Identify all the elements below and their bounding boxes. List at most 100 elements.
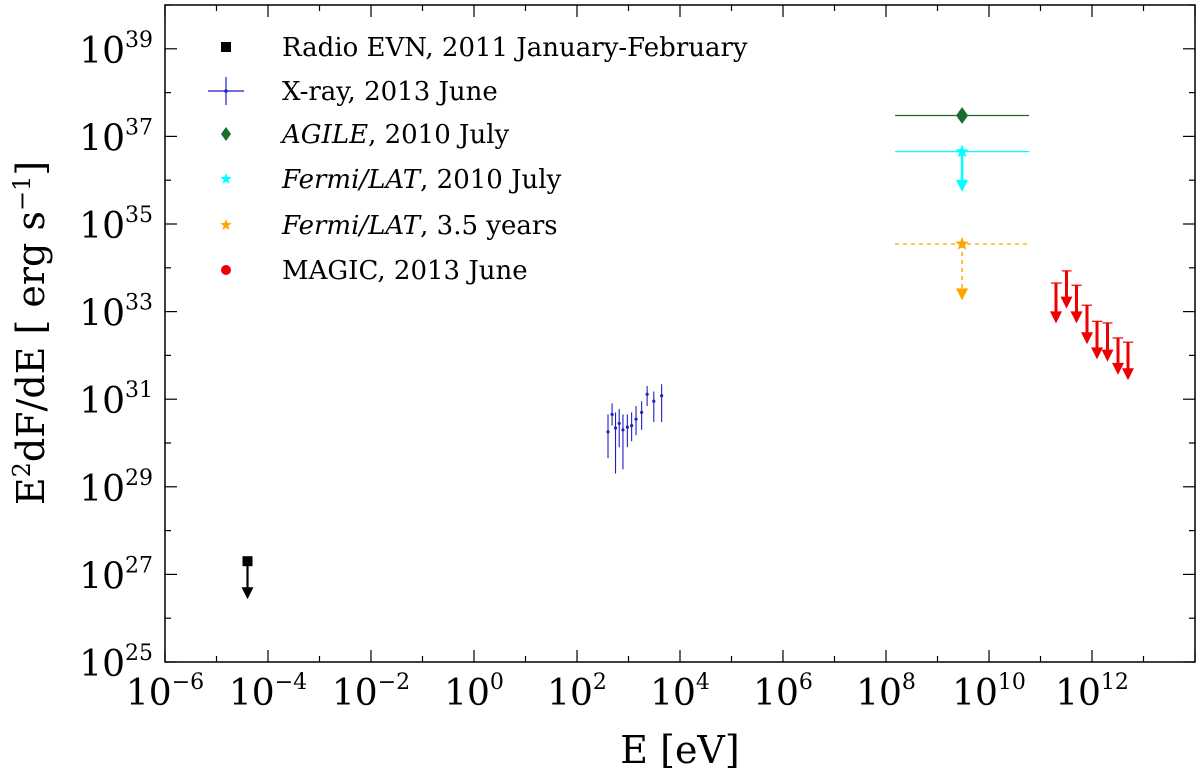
y-tick-label-base: 10: [79, 556, 125, 597]
y-tick-label-base: 10: [79, 381, 125, 422]
y-tick-label: 1035: [79, 203, 153, 247]
upper-limit-arrow-head: [1090, 347, 1103, 360]
x-tick-label: 1012: [1055, 670, 1129, 714]
y-axis-title-mid: dF/dE [ erg s: [9, 211, 53, 462]
x-tick-label-base: 10: [126, 673, 172, 714]
y-axis-title-end: ]: [9, 161, 53, 176]
x-tick-label-exp: −2: [378, 670, 410, 695]
y-tick-label: 1027: [79, 553, 153, 597]
x-tick-label-base: 10: [444, 673, 490, 714]
data-layer: [241, 107, 1134, 600]
marker-point: [660, 394, 664, 398]
y-axis-title-main: E: [9, 477, 53, 505]
y-tick-label: 1033: [79, 291, 153, 335]
x-tick-label-exp: 0: [490, 670, 504, 695]
x-tick-label-exp: −6: [172, 670, 204, 695]
upper-limit-arrow-head: [1101, 349, 1114, 362]
x-tick-label: 108: [856, 670, 916, 714]
legend-row: Fermi/LAT, 3.5 years: [220, 211, 558, 241]
marker-star: [955, 236, 969, 250]
upper-limit-arrow-head: [241, 587, 254, 600]
marker-point: [630, 423, 634, 428]
legend: Radio EVN, 2011 January-February X-ray, 2…: [208, 33, 748, 286]
y-tick-label-base: 10: [79, 469, 125, 510]
marker-point: [610, 412, 614, 416]
y-axis-title: E2dF/dE [ erg s−1]: [8, 161, 53, 505]
y-axis-title-sup2: −1: [8, 176, 36, 211]
marker-point: [617, 421, 621, 426]
y-tick-label-exp: 33: [125, 291, 153, 316]
marker-diamond: [956, 107, 969, 124]
x-tick-label-base: 10: [856, 673, 902, 714]
legend-label-part: MAGIC, 2013 June: [282, 256, 528, 286]
x-tick-label-base: 10: [1055, 673, 1101, 714]
series-2: [895, 107, 1030, 124]
y-tick-label: 1025: [79, 641, 153, 685]
y-tick-label-exp: 35: [125, 203, 153, 228]
x-tick-label: 106: [753, 670, 813, 714]
y-tick-label-base: 10: [79, 294, 125, 335]
y-tick-label-exp: 25: [125, 641, 153, 666]
marker-point: [606, 430, 610, 434]
x-tick-label-exp: −4: [275, 670, 307, 695]
y-tick-label-base: 10: [79, 31, 125, 72]
x-tick-label-base: 10: [547, 673, 593, 714]
ticks-layer: 10−6 10−4 10−2 100 102 104 106 108 1010 101210251…: [79, 4, 1196, 714]
x-tick-label: 1010: [952, 670, 1026, 714]
upper-limit-arrow-head: [1121, 368, 1134, 381]
legend-label: Radio EVN, 2011 January-February: [282, 33, 748, 63]
x-tick-label-exp: 4: [696, 670, 710, 695]
y-tick-label-exp: 29: [125, 466, 153, 491]
marker-point: [621, 428, 625, 432]
marker-square: [221, 42, 231, 52]
y-tick-label-base: 10: [79, 206, 125, 247]
marker-point: [634, 417, 638, 421]
legend-label: Fermi/LAT, 2010 July: [281, 165, 562, 195]
series-0: [241, 556, 254, 600]
y-tick-label-exp: 39: [125, 28, 153, 53]
x-tick-label-exp: 6: [799, 670, 813, 695]
legend-label-part: Radio EVN, 2011 January-February: [282, 33, 748, 63]
legend-label-part: , 3.5 years: [420, 211, 558, 241]
legend-label: X-ray, 2013 June: [282, 77, 498, 107]
x-tick-label-base: 10: [753, 673, 799, 714]
x-axis-title: E [eV]: [620, 728, 739, 772]
legend-row: Radio EVN, 2011 January-February: [221, 33, 748, 63]
legend-row: MAGIC, 2013 June: [221, 256, 528, 286]
marker-star: [220, 219, 232, 230]
y-tick-label: 1031: [79, 378, 153, 422]
x-tick-label-exp: 2: [593, 670, 607, 695]
marker-point: [625, 425, 629, 429]
y-tick-label: 1039: [79, 28, 153, 72]
marker-circle: [221, 265, 231, 275]
x-tick-label: 100: [444, 670, 504, 714]
y-tick-label-exp: 27: [125, 553, 153, 578]
x-tick-label-base: 10: [650, 673, 696, 714]
y-tick-label: 1029: [79, 466, 153, 510]
legend-label-part: Fermi/LAT: [281, 211, 422, 241]
x-tick-label: 10−4: [229, 670, 307, 714]
upper-limit-arrow-head: [1050, 311, 1063, 324]
marker-square: [242, 556, 253, 567]
upper-limit-arrow-head: [956, 179, 969, 192]
series-4: [895, 236, 1030, 301]
y-tick-label-exp: 37: [125, 115, 153, 140]
marker-point: [652, 399, 656, 403]
legend-label-part: AGILE: [280, 120, 368, 150]
x-tick-label: 10−6: [126, 670, 204, 714]
x-tick-label: 102: [547, 670, 607, 714]
x-tick-label-base: 10: [332, 673, 378, 714]
marker-point: [645, 392, 649, 396]
x-tick-label-exp: 8: [902, 670, 916, 695]
upper-limit-arrow-head: [1070, 311, 1083, 324]
upper-limit-arrow-head: [1081, 332, 1094, 345]
series-3: [895, 144, 1030, 192]
legend-row: AGILE, 2010 July: [221, 120, 510, 150]
series-1: [606, 384, 664, 474]
marker-point: [640, 410, 644, 414]
y-tick-label-exp: 31: [125, 378, 153, 403]
marker-star: [220, 173, 232, 184]
legend-label-part: , 2010 July: [420, 165, 561, 195]
legend-label: AGILE, 2010 July: [280, 120, 510, 150]
